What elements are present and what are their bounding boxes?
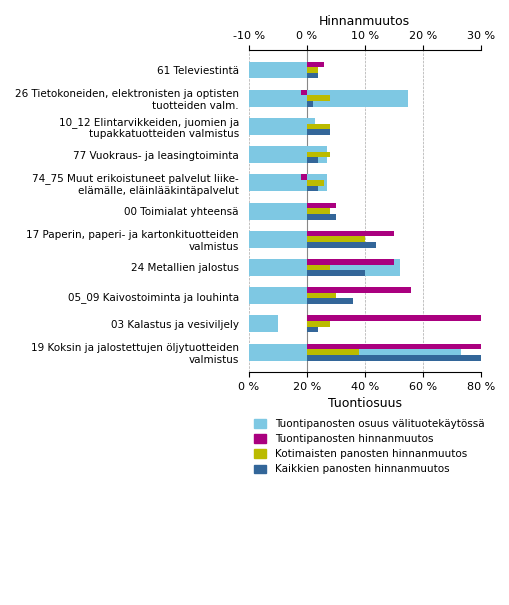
Bar: [306, 349, 358, 355]
Bar: [306, 180, 324, 186]
Bar: [248, 231, 306, 247]
Bar: [248, 174, 326, 191]
Bar: [248, 62, 306, 79]
Bar: [248, 315, 277, 332]
Bar: [306, 101, 312, 106]
Bar: [248, 344, 460, 361]
Bar: [306, 186, 318, 191]
Bar: [306, 96, 329, 101]
Bar: [306, 214, 335, 220]
Bar: [306, 231, 393, 237]
Legend: Tuontipanosten osuus välituotekäytössä, Tuontipanosten hinnanmuutos, Kotimaisten: Tuontipanosten osuus välituotekäytössä, …: [253, 419, 484, 474]
Bar: [306, 157, 318, 163]
Bar: [248, 287, 306, 304]
Bar: [248, 90, 408, 106]
Bar: [306, 73, 318, 79]
Bar: [306, 327, 318, 332]
Bar: [306, 264, 329, 270]
Bar: [306, 259, 393, 264]
Bar: [306, 355, 509, 361]
Bar: [306, 208, 329, 214]
Bar: [306, 237, 364, 242]
Bar: [248, 259, 399, 276]
Bar: [306, 344, 509, 349]
Bar: [306, 321, 329, 327]
Bar: [306, 298, 353, 304]
Bar: [306, 129, 329, 135]
Bar: [300, 174, 306, 180]
X-axis label: Tuontiosuus: Tuontiosuus: [327, 397, 401, 410]
Bar: [306, 242, 376, 247]
Bar: [248, 203, 326, 220]
Bar: [306, 287, 410, 293]
X-axis label: Hinnanmuutos: Hinnanmuutos: [319, 15, 410, 28]
Bar: [306, 203, 335, 208]
Bar: [306, 315, 509, 321]
Bar: [306, 62, 324, 67]
Bar: [300, 90, 306, 96]
Bar: [306, 152, 329, 157]
Bar: [306, 270, 364, 276]
Bar: [306, 293, 335, 298]
Bar: [248, 146, 326, 163]
Bar: [248, 118, 315, 135]
Bar: [306, 123, 329, 129]
Bar: [306, 67, 318, 73]
